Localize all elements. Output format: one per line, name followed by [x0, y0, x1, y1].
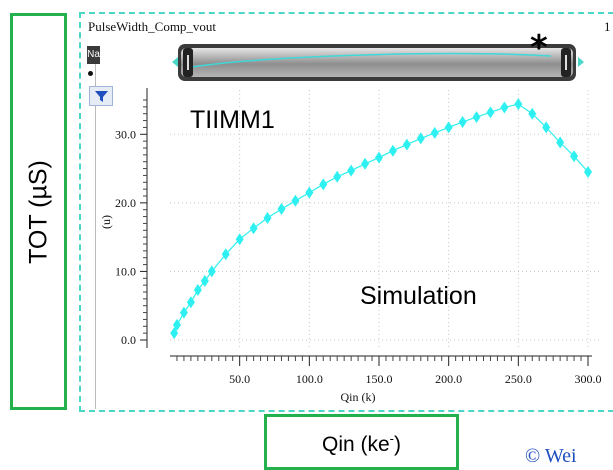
y-axis-title: (u): [99, 215, 113, 229]
x-tick-label: 250.0: [505, 372, 532, 386]
copyright-text: © Wei: [525, 445, 577, 467]
data-point-marker: [486, 106, 495, 119]
data-point-marker: [249, 222, 258, 235]
data-point-marker: [235, 233, 244, 246]
annotation-tiimm1: TIIMM1: [190, 106, 275, 134]
range-grip-left[interactable]: [183, 48, 193, 77]
data-point-marker: [263, 211, 272, 224]
y-tick-label: 30.0: [115, 127, 136, 141]
data-point-marker: [584, 166, 592, 178]
overview-curve: [184, 52, 552, 69]
data-point-marker: [170, 327, 179, 340]
data-point-marker: [444, 121, 453, 134]
data-point-marker: [416, 132, 425, 145]
data-point-marker: [193, 283, 202, 296]
data-point-marker: [472, 111, 481, 124]
y-tick-label: 20.0: [115, 196, 136, 210]
data-point-marker: [186, 296, 195, 309]
y-axis-label-box: TOT (µS): [10, 13, 67, 410]
x-tick-label: 50.0: [229, 372, 250, 386]
x-tick-label: 200.0: [435, 372, 462, 386]
data-point-marker: [402, 138, 411, 151]
data-point-marker: [430, 126, 439, 139]
overview-track[interactable]: [181, 48, 573, 77]
triangle-left-icon[interactable]: [172, 57, 178, 67]
data-point-marker: [277, 203, 286, 216]
star-mark: *: [530, 28, 548, 68]
data-point-marker: [305, 186, 314, 199]
data-point-marker: [347, 164, 356, 177]
series-line: [173, 103, 589, 334]
data-point-marker: [291, 194, 300, 207]
data-point-marker: [556, 136, 565, 149]
range-grip-right[interactable]: [561, 48, 571, 77]
data-point-marker: [361, 157, 370, 170]
triangle-right-icon[interactable]: [578, 57, 584, 67]
data-point-marker: [514, 98, 523, 111]
y-tick-label: 10.0: [115, 264, 136, 278]
grid-layer: [170, 90, 600, 348]
y-tick-label: 0.0: [121, 333, 136, 347]
data-point-marker: [319, 178, 328, 191]
tick-layer: 0.0 10.0 20.0 30.0 50.0 100.0 150.0 200.0 250.0 3…: [115, 99, 602, 386]
data-point-marker: [388, 144, 397, 157]
window-title: PulseWidth_Comp_vout: [88, 19, 217, 34]
data-point-marker: [542, 121, 551, 134]
panel-divider: [95, 55, 96, 409]
data-point-marker: [207, 265, 216, 278]
x-tick-label: 300.0: [575, 372, 602, 386]
x-axis-label-box: Qin (ke-): [264, 414, 459, 470]
data-point-marker: [458, 115, 467, 128]
filter-button[interactable]: [89, 86, 113, 106]
window-title-number: 1: [604, 19, 611, 34]
plot-window-frame: [79, 12, 613, 412]
data-point-marker: [200, 275, 209, 288]
x-tick-label: 150.0: [366, 372, 393, 386]
series-layer: [170, 98, 592, 340]
x-axis-label: Qin (ke-): [321, 431, 402, 456]
x-axis-title: Qin (k): [341, 390, 376, 404]
data-point-marker: [500, 101, 509, 114]
plot-area: 0.0 10.0 20.0 30.0 50.0 100.0 150.0 200.0 250.0 3…: [99, 88, 602, 404]
annotation-simulation: Simulation: [360, 282, 477, 310]
x-tick-label: 100.0: [296, 372, 323, 386]
data-point-marker: [221, 248, 230, 261]
name-tag[interactable]: Na: [87, 46, 100, 64]
data-point-marker: [172, 318, 181, 331]
data-point-marker: [570, 150, 579, 163]
marker-dot: [88, 71, 93, 76]
data-point-marker: [528, 107, 537, 120]
data-point-marker: [333, 170, 342, 183]
data-point-marker: [375, 151, 383, 164]
filter-funnel-icon: [95, 91, 108, 102]
data-point-marker: [179, 306, 188, 319]
